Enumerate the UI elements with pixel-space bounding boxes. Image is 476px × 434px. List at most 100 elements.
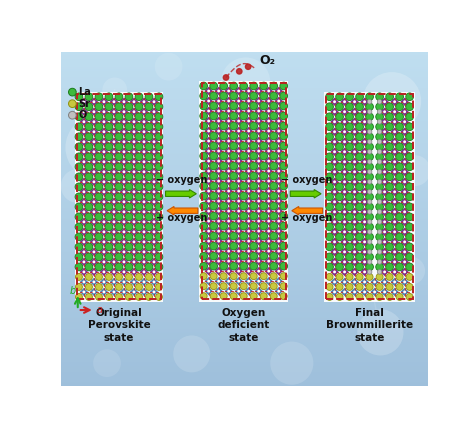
- Polygon shape: [399, 247, 408, 256]
- Circle shape: [376, 273, 382, 280]
- Bar: [61, 314, 427, 315]
- Circle shape: [238, 180, 239, 182]
- Circle shape: [153, 251, 154, 253]
- Circle shape: [230, 273, 237, 279]
- Polygon shape: [274, 146, 283, 156]
- Polygon shape: [389, 127, 398, 136]
- Circle shape: [385, 93, 393, 101]
- Circle shape: [367, 220, 371, 224]
- Circle shape: [248, 110, 249, 112]
- Bar: [61, 165, 427, 166]
- Circle shape: [113, 211, 114, 213]
- Circle shape: [375, 113, 383, 121]
- Circle shape: [325, 183, 333, 191]
- Bar: [61, 83, 427, 84]
- Circle shape: [397, 257, 424, 285]
- Circle shape: [336, 283, 342, 290]
- Circle shape: [133, 111, 134, 112]
- Bar: [61, 251, 427, 252]
- Polygon shape: [224, 126, 233, 135]
- Bar: [61, 294, 427, 295]
- Circle shape: [279, 242, 287, 250]
- Bar: [61, 385, 427, 386]
- Circle shape: [123, 191, 124, 193]
- Polygon shape: [149, 177, 158, 187]
- Circle shape: [135, 223, 142, 231]
- Polygon shape: [204, 276, 213, 286]
- Bar: [61, 277, 427, 278]
- Circle shape: [249, 172, 257, 180]
- Bar: [61, 120, 427, 121]
- Circle shape: [325, 123, 333, 131]
- Circle shape: [393, 231, 395, 233]
- Circle shape: [268, 250, 269, 252]
- Bar: [61, 170, 427, 171]
- Polygon shape: [359, 257, 368, 266]
- Circle shape: [143, 251, 144, 253]
- Circle shape: [343, 221, 345, 223]
- Circle shape: [145, 123, 152, 131]
- Bar: [61, 304, 427, 305]
- Circle shape: [278, 180, 279, 182]
- Circle shape: [353, 121, 355, 122]
- Bar: [61, 364, 427, 365]
- Circle shape: [260, 293, 267, 299]
- Bar: [61, 188, 427, 189]
- Bar: [61, 295, 427, 296]
- Polygon shape: [264, 227, 273, 236]
- Circle shape: [143, 291, 144, 293]
- Circle shape: [239, 102, 247, 110]
- Bar: [61, 206, 427, 207]
- Circle shape: [219, 222, 227, 230]
- Circle shape: [393, 121, 395, 122]
- Circle shape: [113, 191, 114, 193]
- Circle shape: [115, 263, 122, 271]
- Circle shape: [268, 160, 269, 162]
- Polygon shape: [204, 286, 213, 296]
- Circle shape: [230, 293, 237, 299]
- Circle shape: [333, 121, 335, 122]
- Bar: [61, 141, 427, 142]
- Polygon shape: [139, 127, 148, 136]
- Circle shape: [105, 143, 112, 151]
- Circle shape: [83, 131, 84, 132]
- Circle shape: [365, 133, 373, 141]
- Polygon shape: [139, 117, 148, 126]
- Circle shape: [385, 153, 393, 161]
- Bar: [77, 95, 160, 299]
- Bar: [61, 210, 427, 211]
- Circle shape: [260, 273, 267, 279]
- Bar: [326, 95, 412, 299]
- Circle shape: [365, 143, 373, 151]
- Polygon shape: [389, 237, 398, 247]
- Polygon shape: [204, 106, 213, 115]
- Circle shape: [367, 170, 371, 174]
- Circle shape: [123, 201, 124, 203]
- Circle shape: [75, 273, 82, 280]
- Circle shape: [375, 183, 383, 191]
- Circle shape: [403, 111, 405, 112]
- Circle shape: [93, 151, 94, 152]
- Circle shape: [85, 183, 92, 191]
- Circle shape: [125, 243, 132, 251]
- Polygon shape: [264, 96, 273, 105]
- Polygon shape: [119, 277, 129, 286]
- Bar: [61, 197, 427, 198]
- Polygon shape: [139, 237, 148, 247]
- Circle shape: [75, 163, 83, 171]
- Bar: [61, 260, 427, 261]
- Circle shape: [248, 130, 249, 132]
- Circle shape: [143, 271, 144, 273]
- Circle shape: [123, 101, 124, 102]
- Circle shape: [365, 113, 373, 121]
- Polygon shape: [264, 247, 273, 256]
- Circle shape: [355, 253, 363, 261]
- Circle shape: [383, 291, 385, 293]
- Polygon shape: [264, 276, 273, 286]
- Polygon shape: [119, 177, 129, 187]
- Circle shape: [228, 210, 229, 212]
- Circle shape: [365, 183, 373, 191]
- Circle shape: [373, 281, 375, 283]
- Bar: [61, 195, 427, 196]
- Polygon shape: [79, 257, 89, 266]
